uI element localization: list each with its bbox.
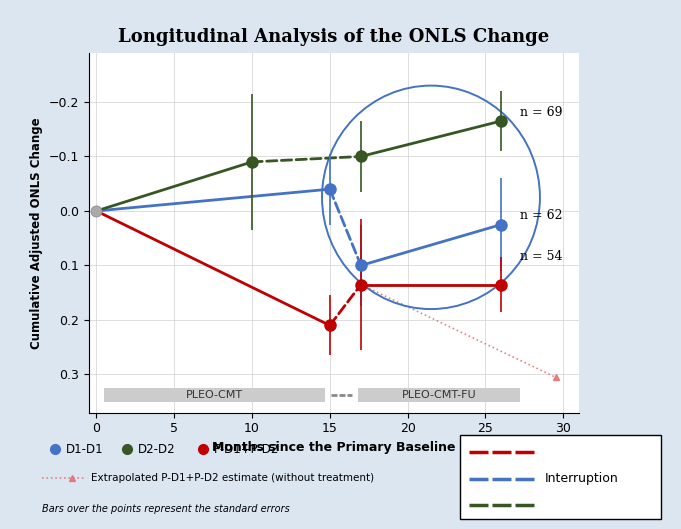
Text: Interruption: Interruption (545, 472, 618, 486)
Text: Bars over the points represent the standard errors: Bars over the points represent the stand… (42, 505, 290, 514)
FancyBboxPatch shape (460, 435, 661, 519)
Text: n = 62: n = 62 (520, 209, 563, 222)
Text: PLEO-CMT-FU: PLEO-CMT-FU (401, 390, 476, 400)
Text: P-D1+P-D2: P-D1+P-D2 (214, 443, 279, 456)
Text: n = 69: n = 69 (520, 106, 563, 118)
Y-axis label: Cumulative Adjusted ONLS Change: Cumulative Adjusted ONLS Change (30, 117, 43, 349)
Text: n = 54: n = 54 (520, 250, 563, 263)
Title: Longitudinal Analysis of the ONLS Change: Longitudinal Analysis of the ONLS Change (118, 28, 550, 46)
Text: Extrapolated P-D1+P-D2 estimate (without treatment): Extrapolated P-D1+P-D2 estimate (without… (91, 473, 374, 483)
Bar (104, 388, 325, 402)
X-axis label: Months since the Primary Baseline: Months since the Primary Baseline (212, 441, 456, 454)
Bar (358, 388, 520, 402)
Text: D2-D2: D2-D2 (138, 443, 175, 456)
Text: D1-D1: D1-D1 (66, 443, 104, 456)
Text: PLEO-CMT: PLEO-CMT (186, 390, 243, 400)
